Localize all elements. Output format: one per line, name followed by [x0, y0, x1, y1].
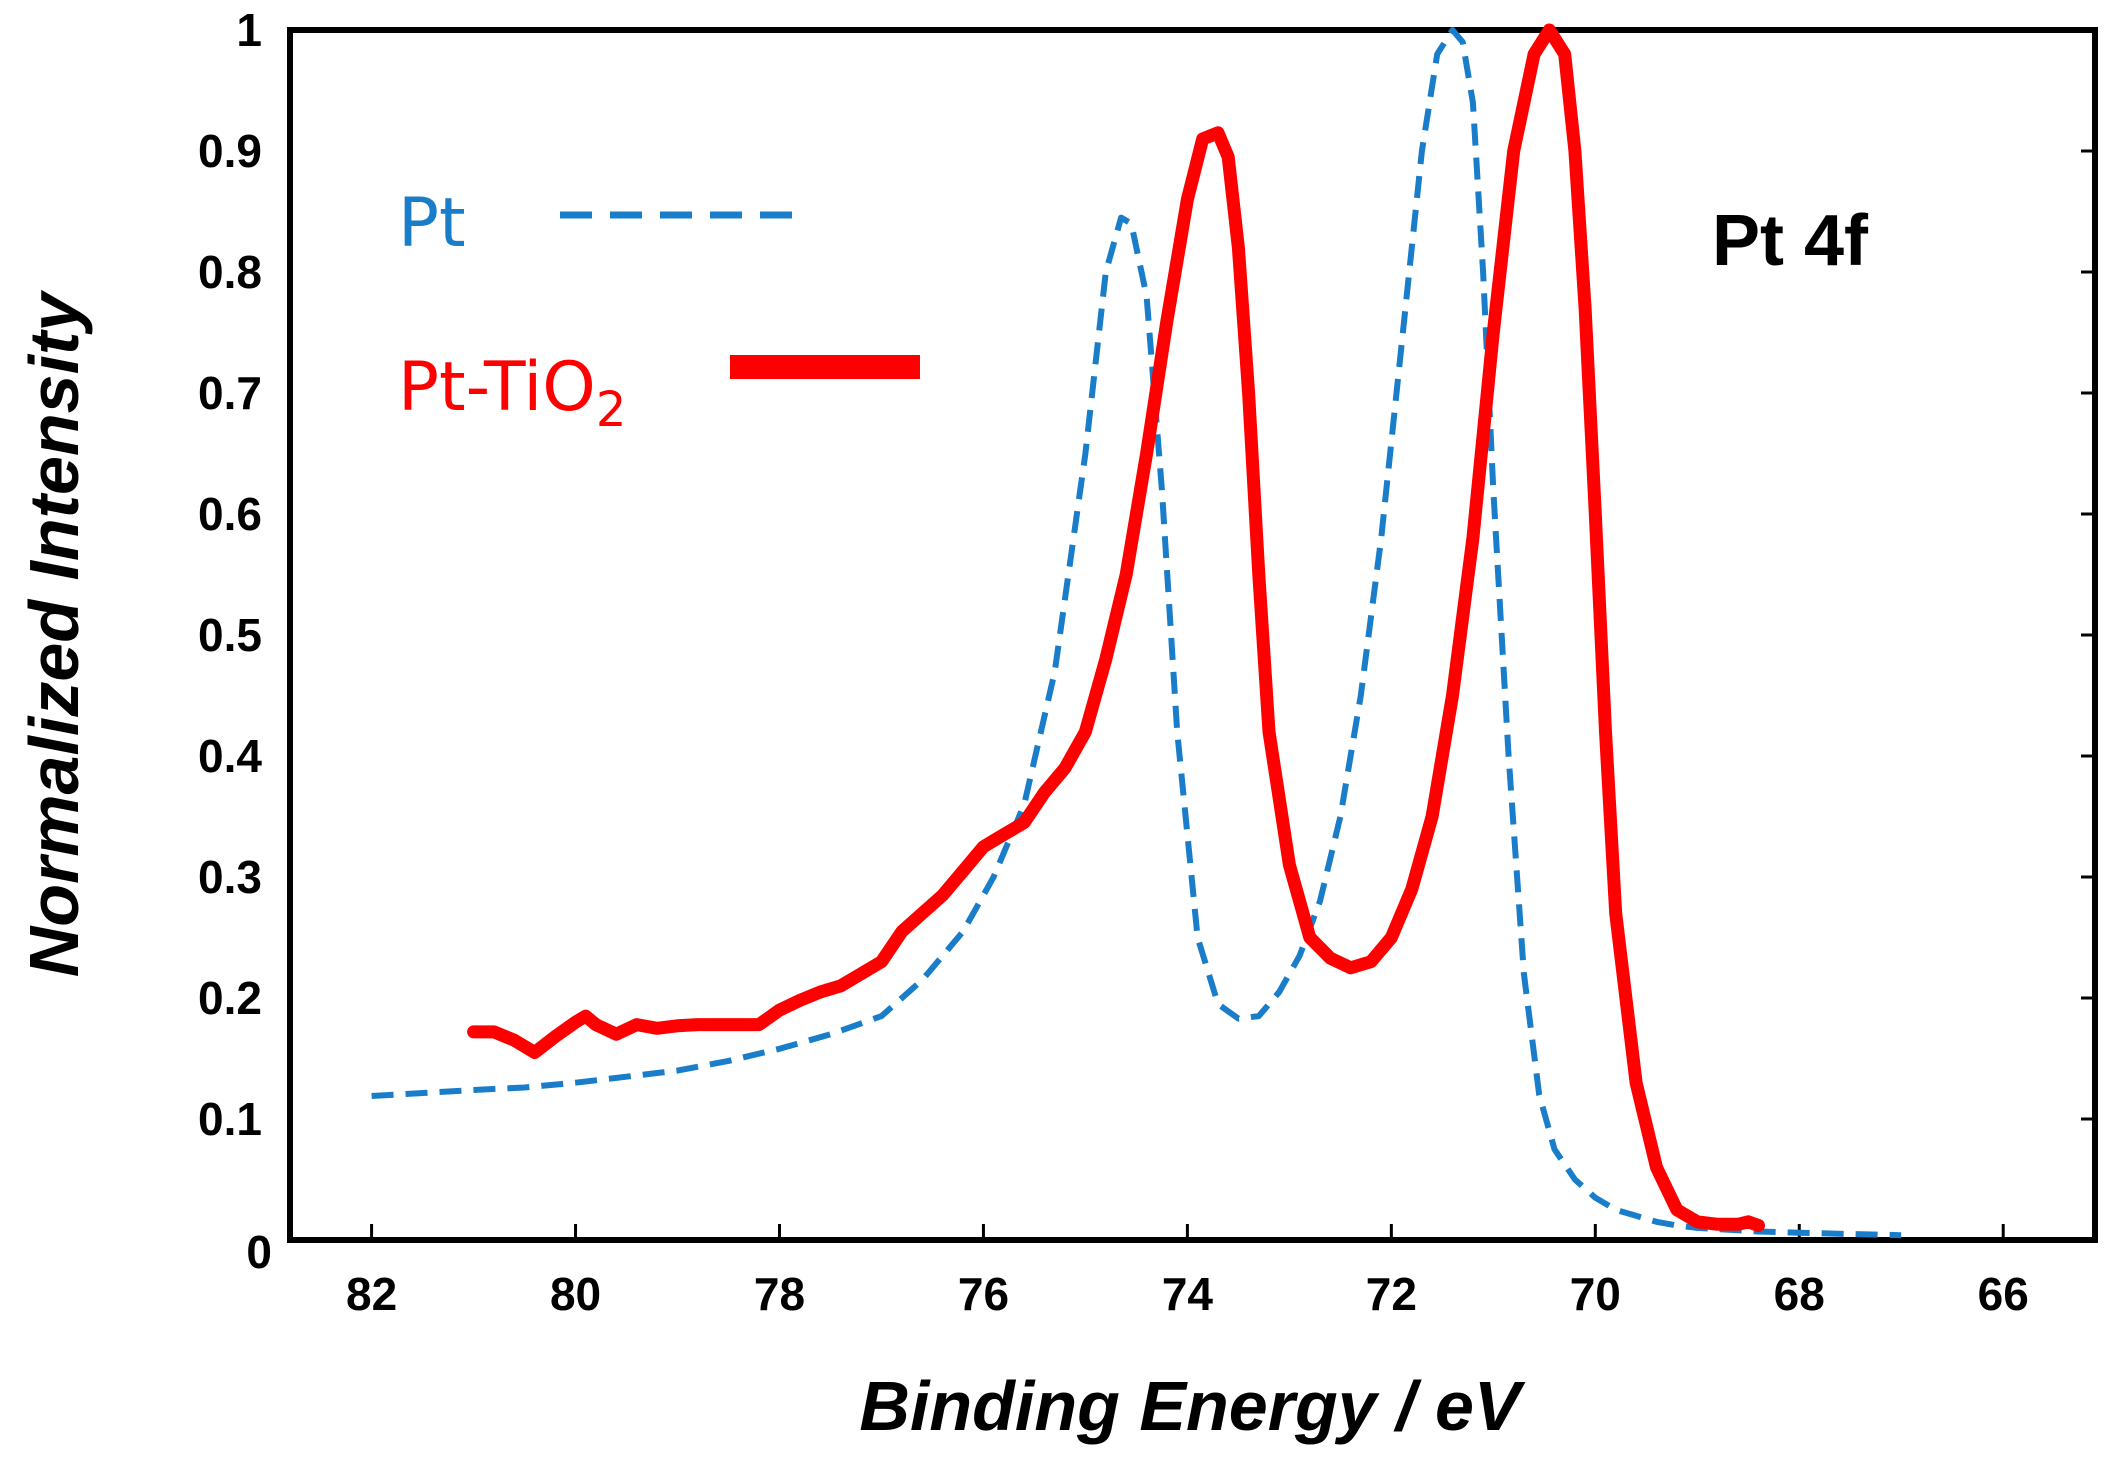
x-tick-label: 68: [1774, 1268, 1825, 1320]
annotation-label: Pt 4f: [1712, 201, 1869, 281]
x-tick-label: 70: [1570, 1268, 1621, 1320]
y-tick-label: 0.8: [198, 246, 262, 298]
x-tick-label: 74: [1162, 1268, 1214, 1320]
x-tick-label: 78: [754, 1268, 805, 1320]
x-axis-title: Binding Energy / eV: [859, 1367, 1526, 1445]
legend-label-pt: Pt: [398, 184, 466, 263]
y-tick-label: 0.9: [198, 125, 262, 177]
series-layer: [371, 23, 1902, 1239]
x-axis-ticks: 82 80 78 76 74 72 70 68 66: [346, 1224, 2029, 1320]
x-tick-label: 72: [1366, 1268, 1417, 1320]
y-tick-label: 0.4: [198, 730, 262, 782]
series-line-pt-tio2: [467, 23, 1765, 1232]
y-axis-title: Normalized Intensity: [15, 290, 93, 978]
legend-label-pt-tio2: Pt-TiO2: [398, 348, 626, 438]
y-tick-label: 0: [246, 1226, 272, 1278]
x-tick-label: 82: [346, 1268, 397, 1320]
x-tick-label: 80: [550, 1268, 601, 1320]
y-tick-label: 0.2: [198, 972, 262, 1024]
y-tick-label: 0.3: [198, 851, 262, 903]
y-tick-label: 0.1: [198, 1093, 262, 1145]
legend: Pt Pt-TiO2: [398, 184, 920, 438]
x-tick-label: 76: [958, 1268, 1009, 1320]
y-tick-label: 1: [236, 4, 262, 56]
y-axis-ticks: 0 0.1 0.2 0.3 0.4 0.5 0.6 0.7 0.8 0.9 1: [198, 4, 2095, 1278]
series-line-pt: [371, 27, 1902, 1239]
y-tick-label: 0.6: [198, 488, 262, 540]
y-tick-label: 0.5: [198, 609, 262, 661]
x-tick-label: 66: [1978, 1268, 2029, 1320]
y-tick-label: 0.7: [198, 367, 262, 419]
